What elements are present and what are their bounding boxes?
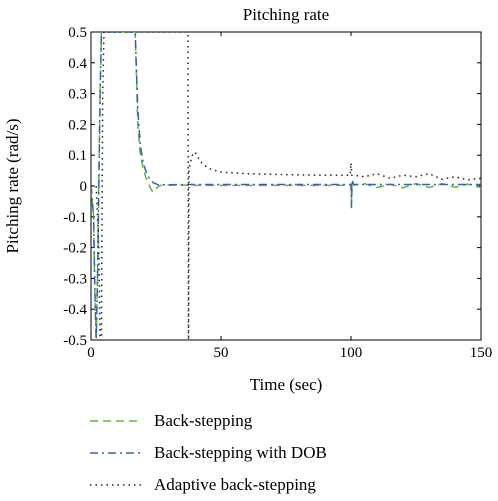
series-back-stepping xyxy=(91,32,481,340)
y-tick-label: 0.4 xyxy=(68,56,87,72)
y-tick-label: 0.2 xyxy=(68,117,87,133)
legend-item-adaptive-back-stepping: Adaptive back-stepping xyxy=(88,469,488,501)
y-tick-label: 0.5 xyxy=(68,25,87,41)
series-adaptive-back-stepping xyxy=(91,32,481,340)
y-axis-title: Pitching rate (rad/s) xyxy=(3,118,22,253)
chart-title: Pitching rate xyxy=(243,5,329,24)
x-tick-label: 0 xyxy=(87,345,95,361)
legend-label: Back-stepping with DOB xyxy=(154,443,327,462)
y-tick-label: 0.3 xyxy=(68,87,87,103)
y-tick-label: -0.4 xyxy=(63,302,87,318)
series-back-stepping-dob xyxy=(91,32,481,340)
legend-label: Back-stepping xyxy=(154,411,253,430)
x-tick-label: 50 xyxy=(214,345,229,361)
series-layer xyxy=(91,32,481,340)
pitching-rate-chart: Pitching rate 0 50 100 150 -0.5 -0.4 -0.3 -0.2… xyxy=(3,5,492,394)
legend: Back-stepping Back-stepping with DOB Ada… xyxy=(88,405,488,501)
y-tick-label: -0.2 xyxy=(63,241,87,257)
legend-swatch-back-stepping xyxy=(90,420,142,422)
x-tick-label: 100 xyxy=(340,345,363,361)
y-tick-label: 0 xyxy=(80,179,88,195)
x-axis-title: Time (sec) xyxy=(250,375,323,394)
legend-item-back-stepping: Back-stepping xyxy=(88,405,488,437)
y-tick-label: 0.1 xyxy=(68,148,87,164)
legend-swatch-back-stepping-dob xyxy=(90,452,142,454)
x-axis: 0 50 100 150 xyxy=(87,32,492,361)
legend-item-back-stepping-dob: Back-stepping with DOB xyxy=(88,437,488,469)
x-tick-label: 150 xyxy=(470,345,493,361)
legend-label: Adaptive back-stepping xyxy=(154,475,316,494)
y-tick-label: -0.5 xyxy=(63,333,87,349)
legend-swatch-adaptive-back-stepping xyxy=(90,484,142,486)
y-axis: -0.5 -0.4 -0.3 -0.2 -0.1 0 0.1 0.2 0.3 0.4 0.5 xyxy=(63,25,481,349)
y-tick-label: -0.1 xyxy=(63,210,87,226)
y-tick-label: -0.3 xyxy=(63,271,87,287)
